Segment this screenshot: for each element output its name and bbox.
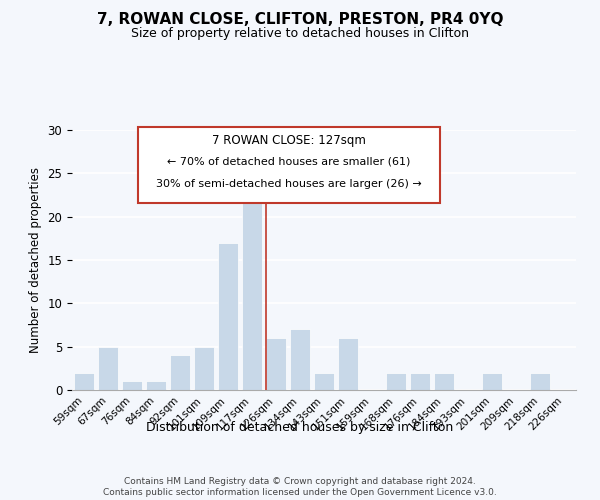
Bar [386, 372, 406, 390]
Bar [218, 242, 238, 390]
Bar [122, 382, 142, 390]
Bar [170, 356, 190, 390]
Text: 7, ROWAN CLOSE, CLIFTON, PRESTON, PR4 0YQ: 7, ROWAN CLOSE, CLIFTON, PRESTON, PR4 0Y… [97, 12, 503, 28]
Bar [530, 372, 550, 390]
Bar [146, 382, 166, 390]
Bar [338, 338, 358, 390]
Bar [194, 346, 214, 390]
Text: Distribution of detached houses by size in Clifton: Distribution of detached houses by size … [146, 421, 454, 434]
Bar [314, 372, 334, 390]
Bar [98, 346, 118, 390]
Text: ← 70% of detached houses are smaller (61): ← 70% of detached houses are smaller (61… [167, 156, 410, 166]
Text: Size of property relative to detached houses in Clifton: Size of property relative to detached ho… [131, 28, 469, 40]
Bar [482, 372, 502, 390]
Bar [266, 338, 286, 390]
Bar [434, 372, 454, 390]
Bar [242, 182, 262, 390]
Text: Contains public sector information licensed under the Open Government Licence v3: Contains public sector information licen… [103, 488, 497, 497]
FancyBboxPatch shape [137, 128, 440, 203]
Text: 30% of semi-detached houses are larger (26) →: 30% of semi-detached houses are larger (… [156, 178, 422, 188]
Text: Contains HM Land Registry data © Crown copyright and database right 2024.: Contains HM Land Registry data © Crown c… [124, 476, 476, 486]
Y-axis label: Number of detached properties: Number of detached properties [29, 167, 42, 353]
Bar [74, 372, 94, 390]
Bar [290, 330, 310, 390]
Text: 7 ROWAN CLOSE: 127sqm: 7 ROWAN CLOSE: 127sqm [212, 134, 365, 147]
Bar [410, 372, 430, 390]
